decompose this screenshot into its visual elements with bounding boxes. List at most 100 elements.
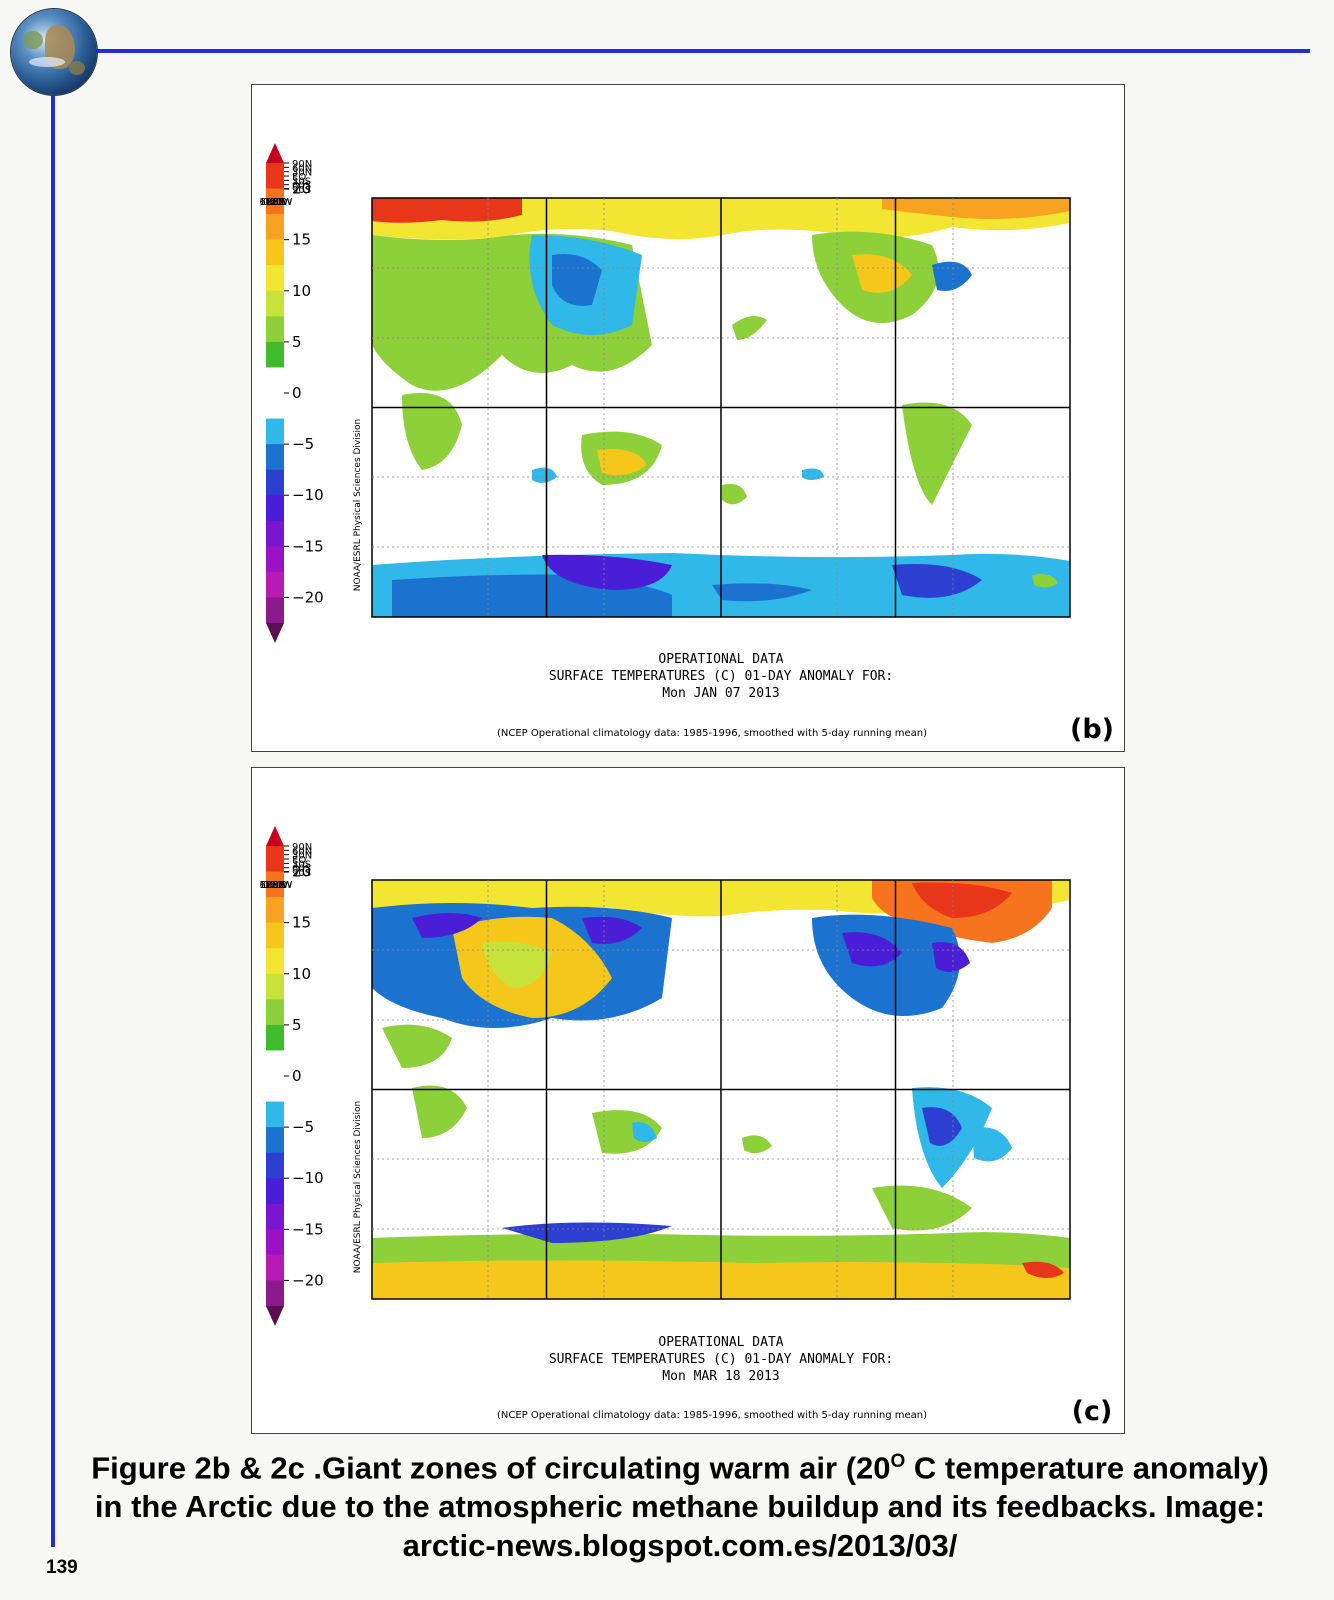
colorbar-segment	[266, 1203, 284, 1230]
colorbar-segment	[266, 341, 284, 368]
colorbar-tick-label: 5	[292, 1016, 302, 1034]
colorbar-segment	[266, 1229, 284, 1256]
y-axis-tick-label: 30S	[292, 176, 311, 187]
caption-degree-sup: O	[890, 1451, 906, 1472]
page-number: 139	[46, 1557, 78, 1578]
colorbar-segment	[266, 495, 284, 522]
colorbar-segment	[266, 214, 284, 241]
x-axis-tick-label: 60W	[270, 197, 293, 208]
world-map-b	[371, 197, 1071, 618]
colorbar-arrow-top	[266, 826, 284, 846]
y-axis-tick-label: 90S	[292, 868, 311, 879]
colorbar-segment	[266, 444, 284, 471]
x-axis-tick-label: 180	[265, 197, 284, 208]
colorbar-arrow-bottom	[266, 1306, 284, 1326]
colorbar-segment	[266, 999, 284, 1026]
colorbar-tick-label: 10	[292, 965, 311, 983]
colorbar-arrow-top	[266, 143, 284, 163]
colorbar-segment	[266, 393, 284, 420]
x-axis-tick-label: 0	[281, 197, 287, 208]
colorbar-tick-label: −20	[292, 1271, 324, 1289]
colorbar-segment	[266, 1254, 284, 1281]
colorbar-segment	[266, 520, 284, 547]
margin-rule	[51, 95, 55, 1547]
colorbar-segment	[266, 1076, 284, 1103]
x-axis-tick-label: 120W	[264, 197, 293, 208]
colorbar-c: 20 15 10 5 0 −5 −10 −15 −20	[266, 826, 324, 1326]
map-title-line3-c: Mon MAR 18 2013	[662, 1369, 779, 1384]
y-axis-tick-label: 60N	[292, 846, 312, 857]
y-axis-tick-label: 90S	[292, 185, 311, 196]
map-panel-b: 20 15 10 5 0 −5 −10 −15 −20	[251, 84, 1125, 752]
colorbar-segment	[266, 1024, 284, 1051]
y-axis-tick-label: 90N	[292, 842, 312, 853]
x-axis-tick-label: 0	[263, 197, 269, 208]
colorbar-segment	[266, 1101, 284, 1128]
colorbar-segment	[266, 846, 284, 873]
footnote-b: (NCEP Operational climatology data: 1985…	[497, 728, 927, 739]
colorbar-segment	[266, 469, 284, 496]
colorbar-segment	[266, 1280, 284, 1307]
map-title-line1-c: OPERATIONAL DATA	[658, 1335, 783, 1350]
caption-text-part1: Figure 2b & 2c .Giant zones of circulati…	[91, 1450, 891, 1486]
colorbar-segment	[266, 367, 284, 394]
colorbar-segment	[266, 597, 284, 624]
map-title-line3-b: Mon JAN 07 2013	[662, 686, 779, 701]
earth-globe-logo	[11, 9, 97, 95]
colorbar-segment	[266, 1050, 284, 1077]
anomaly-map-c: 20 15 10 5 0 −5 −10 −15 −20	[259, 826, 1113, 1427]
colorbar-segment	[266, 239, 284, 266]
y-axis-tick-label: EQ	[292, 855, 306, 866]
x-axis-tick-label: 120W	[264, 880, 293, 891]
colorbar-tick-label: −15	[292, 537, 324, 555]
colorbar-segment	[266, 290, 284, 317]
colorbar-tick-label: 20	[292, 180, 311, 198]
colorbar-segment	[266, 265, 284, 292]
colorbar-segment	[266, 948, 284, 975]
colorbar-segment	[266, 418, 284, 445]
y-axis-tick-label: 90N	[292, 159, 312, 170]
colorbar-segment	[266, 973, 284, 1000]
x-axis-tick-label: 120E	[259, 197, 284, 208]
colorbar-tick-label: 20	[292, 863, 311, 881]
y-axis-tick-label: 60S	[292, 181, 311, 192]
y-axis-tick-label: EQ	[292, 172, 306, 183]
y-axis-tick-label: 60N	[292, 163, 312, 174]
colorbar-tick-label: −10	[292, 1169, 324, 1187]
colorbar-segment	[266, 922, 284, 949]
colorbar-tick-label: −10	[292, 486, 324, 504]
colorbar-tick-label: 15	[292, 914, 311, 932]
colorbar-segment	[266, 897, 284, 924]
world-map-c	[371, 879, 1071, 1300]
colorbar-tick-label: −20	[292, 588, 324, 606]
y-axis-tick-label: 30N	[292, 851, 312, 862]
credit-label-b: NOAA/ESRL Physical Sciences Division	[353, 419, 363, 591]
colorbar-b: 20 15 10 5 0 −5 −10 −15 −20	[266, 143, 324, 643]
colorbar-segment	[266, 163, 284, 190]
colorbar-tick-label: 10	[292, 282, 311, 300]
colorbar-segment	[266, 1152, 284, 1179]
colorbar-segment	[266, 188, 284, 215]
colorbar-tick-label: 0	[292, 1067, 302, 1085]
colorbar-segment	[266, 546, 284, 573]
y-axis-tick-label: 30S	[292, 859, 311, 870]
header-rule	[96, 49, 1310, 53]
panel-label-c: (c)	[1072, 1396, 1113, 1427]
colorbar-tick-label: −5	[292, 1118, 314, 1136]
panel-label-b: (b)	[1070, 714, 1114, 745]
map-title-line1-b: OPERATIONAL DATA	[658, 652, 783, 667]
y-axis-tick-label: 30N	[292, 168, 312, 179]
credit-label-c: NOAA/ESRL Physical Sciences Division	[353, 1101, 363, 1273]
x-axis-tick-label: 0	[281, 880, 287, 891]
x-axis-tick-label: 120E	[259, 880, 284, 891]
figure-caption: Figure 2b & 2c .Giant zones of circulati…	[90, 1442, 1270, 1565]
colorbar-tick-label: −15	[292, 1220, 324, 1238]
colorbar-segment	[266, 871, 284, 898]
colorbar-arrow-bottom	[266, 623, 284, 643]
x-axis-tick-label: 180	[265, 880, 284, 891]
map-title-line2-c: SURFACE TEMPERATURES (C) 01-DAY ANOMALY …	[549, 1352, 893, 1367]
